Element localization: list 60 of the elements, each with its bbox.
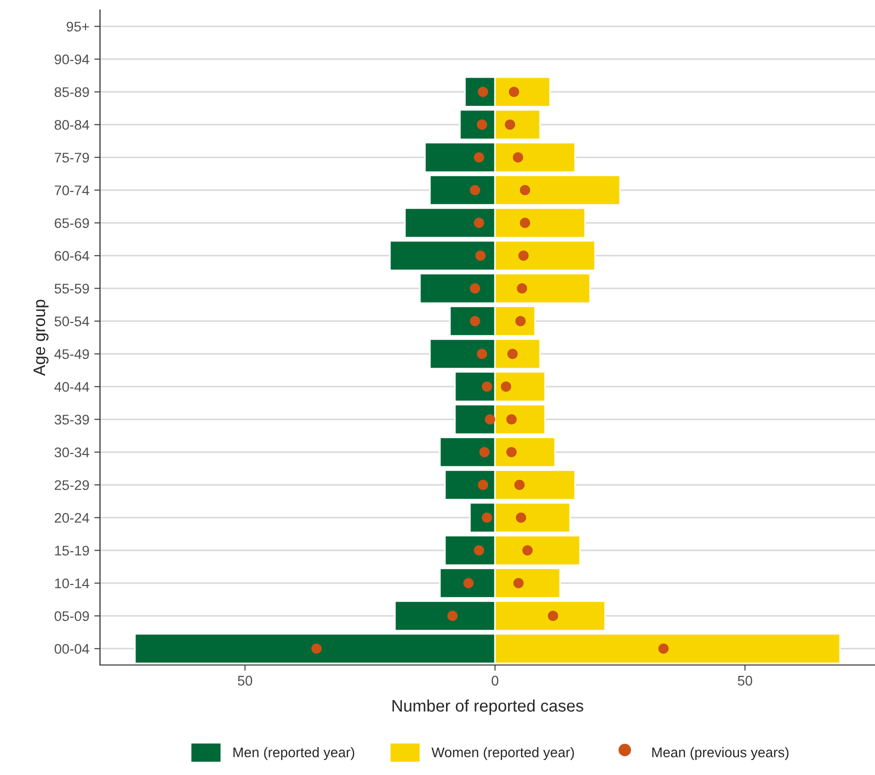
x-tick-label: 50 — [238, 676, 252, 686]
point — [475, 250, 486, 261]
point — [658, 643, 669, 654]
y-tick-label: 25-29 — [54, 480, 89, 490]
point — [447, 610, 458, 622]
y-tick-label: 85-89 — [54, 87, 89, 98]
y-tick-label: 10-14 — [55, 578, 90, 588]
legend-label: Women (reported year) — [432, 747, 574, 760]
y-tick-label: 55-59 — [54, 284, 89, 294]
point — [474, 545, 484, 556]
y-tick-label: 95+ — [66, 22, 89, 32]
point — [520, 184, 530, 196]
y-tick-label: 05-09 — [54, 611, 89, 622]
point — [470, 283, 480, 294]
point — [470, 184, 480, 196]
point — [508, 86, 520, 98]
point — [484, 414, 496, 425]
point — [520, 218, 530, 228]
x-axis-title: Number of reported cases — [392, 699, 584, 716]
y-tick-label: 15-19 — [55, 546, 89, 556]
point — [518, 250, 529, 261]
y-tick-label: 90-94 — [54, 54, 90, 64]
y-tick-label: 75-79 — [54, 152, 89, 163]
x-tick-label: 50 — [738, 676, 752, 686]
point — [478, 480, 488, 490]
point — [516, 512, 526, 523]
y-tick-label: 60-64 — [54, 250, 90, 261]
point — [513, 578, 524, 588]
point — [474, 218, 484, 228]
point — [507, 348, 518, 360]
point — [506, 446, 517, 458]
y-tick-label: 30-34 — [54, 447, 90, 458]
point — [522, 545, 533, 556]
point — [500, 381, 512, 392]
y-tick-label: 45-49 — [54, 349, 89, 360]
point — [516, 283, 528, 294]
point — [476, 348, 488, 360]
point — [470, 316, 480, 326]
y-tick-label: 65-69 — [54, 218, 89, 228]
point — [506, 414, 517, 425]
point — [311, 643, 322, 654]
x-tick-label: 0 — [492, 676, 498, 686]
point — [482, 381, 492, 392]
legend-label: Men (reported year) — [233, 747, 354, 760]
point — [548, 610, 558, 622]
y-tick-label: 70-74 — [54, 185, 90, 196]
point — [479, 446, 490, 458]
y-tick-label: 20-24 — [54, 512, 90, 523]
point — [512, 152, 524, 163]
point — [463, 578, 474, 588]
y-axis-title: Age group — [34, 300, 49, 376]
y-tick-label: 35-39 — [54, 414, 89, 425]
point — [514, 480, 525, 490]
point — [474, 152, 484, 163]
y-tick-label: 00-04 — [54, 644, 90, 654]
legend-label: Mean (previous years) — [652, 747, 788, 760]
point — [504, 119, 516, 130]
y-tick-label: 80-84 — [54, 120, 90, 130]
y-tick-label: 40-44 — [54, 382, 90, 392]
y-tick-label: 50-54 — [54, 316, 90, 326]
